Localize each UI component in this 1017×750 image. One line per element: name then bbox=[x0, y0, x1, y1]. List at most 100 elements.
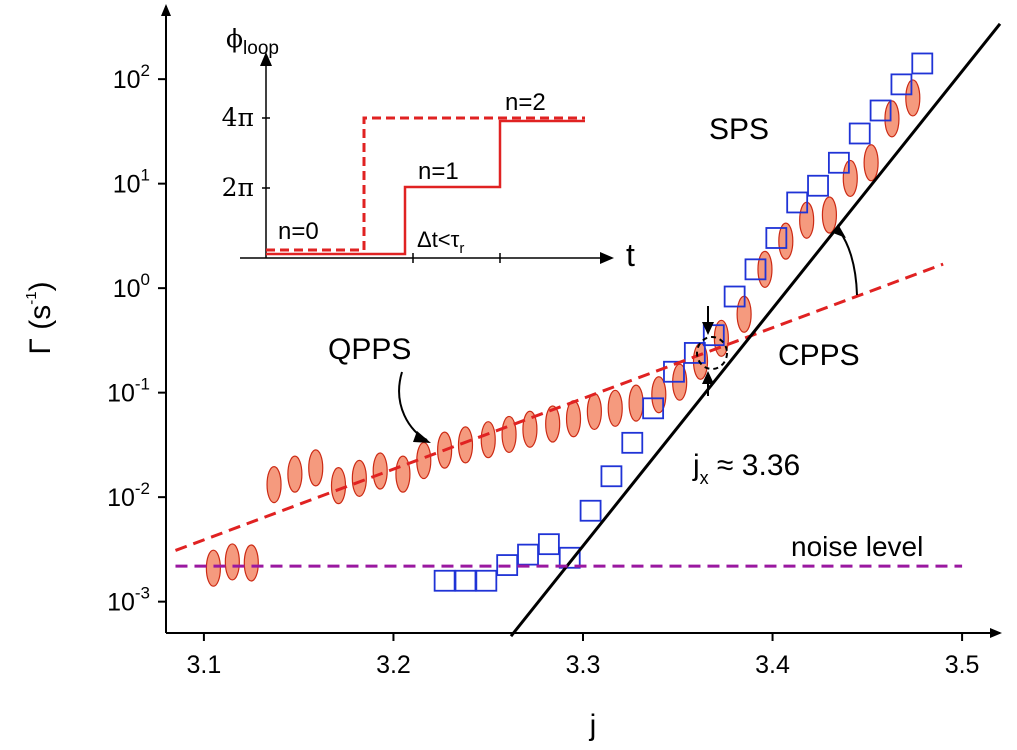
oval-point-14 bbox=[501, 415, 517, 454]
square-point-20 bbox=[848, 122, 871, 145]
inset-dt-label: Δt<τr bbox=[417, 227, 464, 257]
inset-label-n1: n=1 bbox=[418, 158, 459, 185]
annotation-jx-sub: x bbox=[700, 468, 709, 488]
line-sps-fit bbox=[509, 22, 1002, 638]
x-tick-label-0: 3.1 bbox=[187, 651, 222, 679]
fit-lines bbox=[174, 22, 1002, 638]
square-point-8 bbox=[600, 465, 623, 488]
oval-point-16 bbox=[545, 405, 561, 443]
oval-point-15 bbox=[522, 410, 538, 448]
square-point-12 bbox=[683, 342, 706, 364]
oval-point-30 bbox=[842, 159, 858, 198]
x-ticks: 3.1 3.2 3.3 3.4 3.5 bbox=[187, 633, 980, 679]
y-tick-label-5: 10-3 bbox=[107, 584, 150, 617]
x-tick-label-1: 3.2 bbox=[376, 651, 411, 679]
square-point-23 bbox=[911, 52, 934, 75]
inset-dt-sub: r bbox=[459, 240, 464, 257]
square-point-18 bbox=[807, 174, 829, 197]
square-point-7 bbox=[579, 499, 602, 522]
oval-point-32 bbox=[884, 100, 900, 138]
y-axis-title-tail: ) bbox=[24, 281, 57, 291]
x-tick-label-3: 3.4 bbox=[755, 651, 790, 679]
jx-arrowhead-up bbox=[702, 371, 714, 384]
oval-point-2 bbox=[243, 544, 259, 582]
cpps-arrowhead bbox=[833, 224, 846, 238]
x-axis-title: j bbox=[589, 709, 597, 742]
square-point-6 bbox=[558, 546, 581, 569]
oval-point-33 bbox=[905, 79, 921, 117]
oval-point-5 bbox=[308, 449, 324, 487]
oval-series bbox=[205, 79, 921, 587]
square-point-10 bbox=[642, 397, 665, 420]
inset-ylabel-base: ϕ bbox=[226, 24, 243, 53]
y-tick-label-4: 10-2 bbox=[107, 479, 150, 512]
y-axis-title: Γ (s-1) bbox=[23, 281, 57, 354]
jx-arrowhead-down bbox=[702, 322, 714, 335]
oval-point-13 bbox=[480, 421, 496, 459]
x-tick-label-4: 3.5 bbox=[945, 651, 980, 679]
oval-point-4 bbox=[287, 455, 303, 493]
square-point-0 bbox=[433, 569, 456, 592]
inset-y-arrowhead bbox=[260, 52, 272, 66]
oval-point-17 bbox=[565, 400, 582, 438]
square-series bbox=[433, 52, 934, 592]
square-point-1 bbox=[454, 569, 477, 592]
inset-dt-main: Δt<τ bbox=[417, 227, 460, 252]
cpps-arrow bbox=[839, 231, 858, 296]
square-point-17 bbox=[786, 191, 809, 214]
annotation-jx: jx ≈ 3.36 bbox=[692, 449, 800, 488]
square-point-5 bbox=[537, 533, 560, 556]
inset-diagram: ϕloop t 2π 4π n=0 n=1 n=2 Δt<τr bbox=[222, 24, 635, 273]
y-ticks: 102 101 100 10-1 10-2 10-3 bbox=[107, 61, 166, 617]
oval-point-3 bbox=[266, 466, 282, 504]
annotation-jx-value: ≈ 3.36 bbox=[709, 449, 801, 482]
y-tick-label-2: 100 bbox=[113, 270, 150, 303]
square-point-9 bbox=[621, 431, 644, 454]
y-tick-label-0: 102 bbox=[113, 61, 150, 94]
oval-point-9 bbox=[395, 455, 411, 493]
oval-point-1 bbox=[224, 543, 240, 581]
oval-point-31 bbox=[863, 144, 879, 182]
annotation-jx-base: j bbox=[692, 449, 700, 482]
annotations: SPS QPPS CPPS noise level jx ≈ 3.36 bbox=[328, 113, 923, 562]
oval-point-12 bbox=[457, 426, 474, 464]
y-axis-title-main: Γ (s bbox=[24, 305, 57, 355]
oval-point-20 bbox=[628, 384, 644, 422]
oval-point-19 bbox=[607, 389, 623, 427]
oval-point-0 bbox=[205, 549, 221, 587]
qpps-arrow bbox=[398, 371, 428, 441]
inset-label-n0: n=0 bbox=[278, 218, 319, 245]
square-point-4 bbox=[517, 543, 539, 566]
square-point-16 bbox=[765, 227, 788, 249]
square-point-21 bbox=[869, 99, 892, 122]
annotation-sps: SPS bbox=[709, 113, 769, 146]
oval-point-29 bbox=[821, 196, 838, 234]
square-point-13 bbox=[702, 324, 725, 347]
square-point-22 bbox=[890, 73, 913, 96]
oval-point-8 bbox=[372, 452, 388, 490]
inset-ylabel: ϕloop bbox=[226, 24, 279, 59]
oval-point-7 bbox=[351, 459, 367, 497]
inset-label-n2: n=2 bbox=[505, 89, 546, 116]
inset-ylabel-sub: loop bbox=[243, 38, 279, 59]
inset-dashed-curve bbox=[266, 116, 585, 252]
annotation-qpps: QPPS bbox=[328, 333, 411, 366]
oval-point-10 bbox=[416, 441, 432, 480]
oval-point-6 bbox=[330, 467, 347, 505]
inset-xlabel: t bbox=[626, 237, 635, 273]
oval-point-18 bbox=[586, 392, 602, 431]
inset-x-arrowhead bbox=[600, 252, 614, 264]
annotation-cpps: CPPS bbox=[778, 339, 860, 372]
y-tick-label-3: 10-1 bbox=[107, 375, 150, 408]
square-point-15 bbox=[744, 258, 767, 281]
crossing-circle bbox=[696, 336, 728, 370]
inset-label-2pi: 2π bbox=[222, 173, 254, 202]
y-axis-title-sup: -1 bbox=[23, 291, 40, 304]
inset-solid-curve bbox=[266, 119, 585, 256]
inset-label-4pi: 4π bbox=[222, 103, 254, 132]
square-point-2 bbox=[475, 569, 498, 592]
square-point-19 bbox=[827, 151, 850, 174]
annotation-noise-level: noise level bbox=[791, 531, 923, 562]
